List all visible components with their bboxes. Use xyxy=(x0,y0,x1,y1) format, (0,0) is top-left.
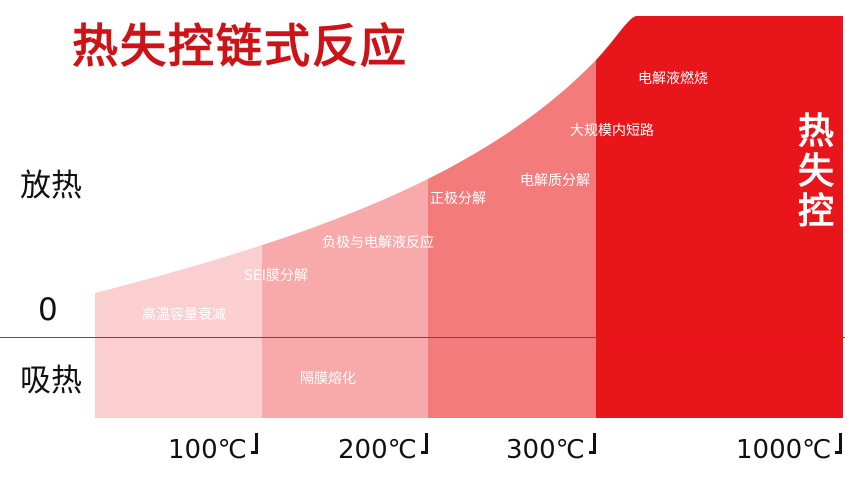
event-electrolyte-combustion: 电解液燃烧 xyxy=(638,71,708,87)
tick-mark-icon xyxy=(588,433,596,454)
endothermic-label: 吸热 xyxy=(20,363,82,399)
zone-below-100 xyxy=(95,16,262,418)
page-title: 热失控链式反应 xyxy=(72,19,408,73)
event-cathode-decomposition: 正极分解 xyxy=(430,191,486,207)
temp-1000-label: 1000℃ xyxy=(736,435,832,465)
temp-200-label: 200℃ xyxy=(338,435,417,465)
temp-200: 200℃ xyxy=(338,433,428,465)
runaway-text: 热失控 xyxy=(797,111,834,232)
event-anode-electrolyte: 负极与电解液反应 xyxy=(322,235,434,251)
zone-300-plus xyxy=(596,16,843,418)
exothermic-label: 放热 xyxy=(20,168,82,204)
tick-mark-icon xyxy=(250,433,258,454)
temp-100: 100℃ xyxy=(168,433,258,465)
event-internal-short: 大规模内短路 xyxy=(570,123,654,139)
temp-300-label: 300℃ xyxy=(506,435,585,465)
temp-300: 300℃ xyxy=(506,433,596,465)
zero-label: 0 xyxy=(38,292,58,328)
zone-100-200 xyxy=(262,16,428,418)
event-capacity-fade: 高温容量衰减 xyxy=(142,307,226,323)
temp-1000: 1000℃ xyxy=(736,433,843,465)
event-sei-decomposition: SEI膜分解 xyxy=(244,268,308,284)
tick-mark-icon xyxy=(835,433,843,454)
zero-baseline xyxy=(0,337,845,338)
tick-mark-icon xyxy=(420,433,428,454)
temp-100-label: 100℃ xyxy=(168,435,247,465)
event-electrolyte-decomposition: 电解质分解 xyxy=(520,173,590,189)
zone-200-300 xyxy=(428,16,596,418)
thermal-runaway-label: 热失控 xyxy=(794,112,838,232)
event-separator-melting: 隔膜熔化 xyxy=(300,371,356,387)
